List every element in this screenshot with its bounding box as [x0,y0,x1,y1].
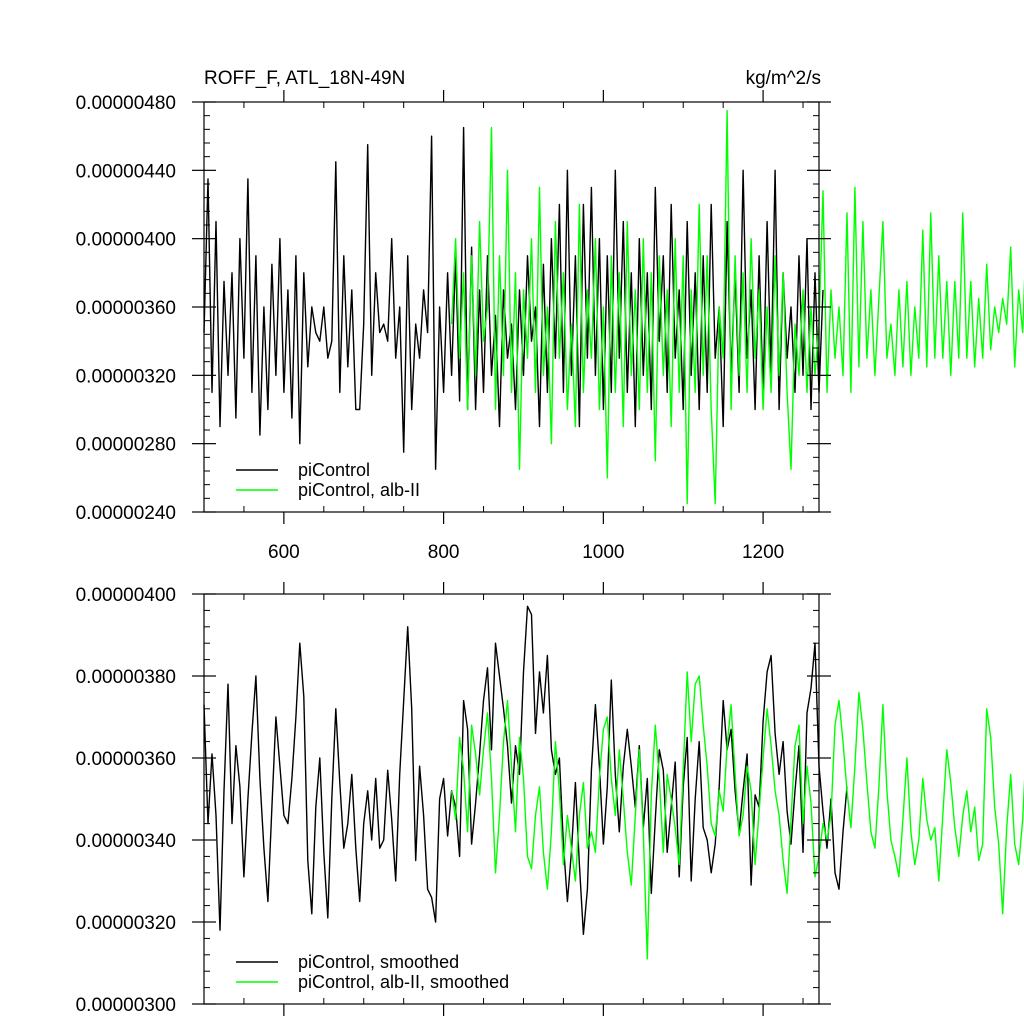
y-tick-label: 0.00000400 [76,230,176,251]
y-tick-label: 0.00000240 [76,503,176,524]
series-line-picontrol [203,605,848,935]
series-line-picontrol-alb-ii [450,671,1024,960]
top-panel-series [203,109,1024,505]
legend-label: piControl, smoothed [298,952,459,972]
x-tick-label: 1000 [582,542,624,563]
series-line-picontrol [203,126,824,470]
x-tick-label: 1200 [742,542,784,563]
top-panel-title: ROFF_F, ATL_18N-49N [204,68,405,89]
y-tick-label: 0.00000380 [76,667,176,688]
top-panel-axes: 0.00000240 0.00000280 0.00000320 0.00000360… [76,90,831,563]
y-tick-label: 0.00000300 [76,995,176,1016]
top-panel: ROFF_F, ATL_18N-49N kg/m^2/s 0.000002400… [76,68,1024,563]
y-tick-label: 0.00000360 [76,749,176,770]
legend-label: piControl, alb-II, smoothed [298,972,509,992]
legend-label: piControl [298,460,370,480]
bottom-panel-axes: 0.00000300 0.00000320 0.00000340 0.00000360… [76,582,831,1016]
legend-label: piControl, alb-II [298,480,420,500]
y-tick-label: 0.00000480 [76,93,176,114]
y-tick-label: 0.00000320 [76,366,176,387]
y-tick-label: 0.00000400 [76,585,176,606]
top-panel-units: kg/m^2/s [746,68,821,89]
x-tick-label: 800 [428,542,460,563]
y-tick-label: 0.00000360 [76,298,176,319]
plot-frame [203,593,820,1005]
bottom-panel: 0.00000300 0.00000320 0.00000340 0.00000360… [76,582,1024,1016]
series-line-picontrol-alb-ii [450,109,1024,505]
y-tick-label: 0.00000320 [76,913,176,934]
y-tick-label: 0.00000340 [76,831,176,852]
y-tick-label: 0.00000280 [76,435,176,456]
bottom-panel-series [203,605,1024,960]
y-tick-label: 0.00000440 [76,161,176,182]
x-tick-label: 600 [268,542,300,563]
